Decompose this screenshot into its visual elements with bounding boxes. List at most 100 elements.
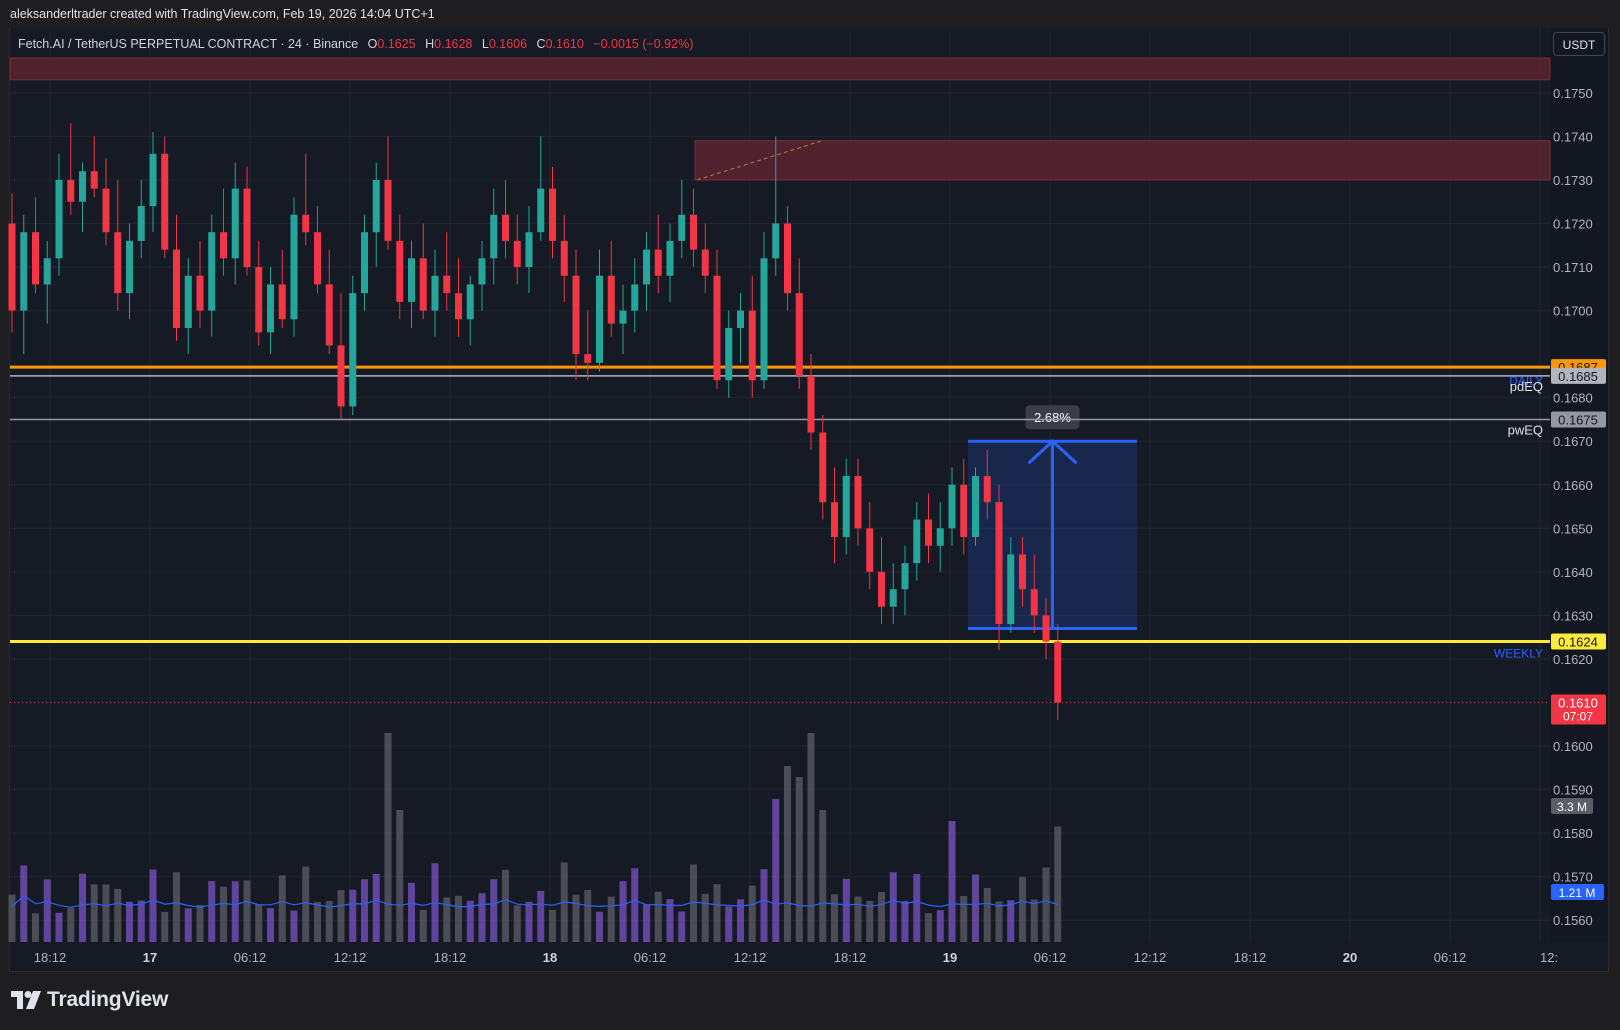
candle-body <box>243 188 251 268</box>
volume-bar <box>79 873 86 942</box>
price-tick-label: 0.1750 <box>1553 86 1593 101</box>
candle-body <box>525 232 533 268</box>
volume-bar <box>925 913 932 942</box>
price-tick-label: 0.1710 <box>1553 260 1593 275</box>
level-tag-text-pweq: 0.1675 <box>1558 412 1598 427</box>
candle-body <box>67 179 75 202</box>
candle-body <box>913 519 921 564</box>
candle-body <box>478 258 486 285</box>
volume-bar <box>337 890 345 942</box>
time-tick-label: 20 <box>1343 950 1357 965</box>
volume-bar <box>161 911 169 942</box>
candle-body <box>666 240 674 276</box>
volume-bar <box>584 890 592 942</box>
open-label: O <box>367 37 378 51</box>
change-value: −0.0015 (−0.92%) <box>593 37 694 51</box>
volume-bar <box>361 879 368 942</box>
time-tick-label: 18:12 <box>34 950 67 965</box>
volume-bar <box>619 881 627 942</box>
candle-body <box>8 223 16 311</box>
time-tick-label: 19 <box>943 950 957 965</box>
last-price-tag-bg <box>1551 694 1606 725</box>
candle-body <box>431 275 439 311</box>
volume-bar <box>220 886 227 942</box>
price-tick-label: 0.1580 <box>1553 826 1593 841</box>
volume-bar <box>443 897 451 942</box>
volume-bar <box>607 896 615 942</box>
candle-body <box>866 528 874 572</box>
candle-body <box>690 214 697 250</box>
candle-body <box>901 563 909 590</box>
volume-bar <box>1019 877 1026 942</box>
candle-body <box>572 275 580 355</box>
volume-bar <box>455 895 462 942</box>
volume-bar <box>760 869 768 942</box>
volume-bar <box>478 893 486 942</box>
volume-bar <box>831 894 838 942</box>
price-tick-label: 0.1680 <box>1553 391 1593 406</box>
volume-bar <box>690 864 697 942</box>
candle-body <box>443 275 451 294</box>
volume-bar <box>631 868 639 942</box>
volume-bar <box>983 887 991 942</box>
volume-bar <box>267 908 274 942</box>
level-tag-bg-weekly <box>1551 633 1606 650</box>
candle-body <box>737 310 744 328</box>
volume-bar <box>513 905 521 942</box>
volume-bar <box>90 884 98 942</box>
volume-ma-line <box>11 894 1058 908</box>
candle-body <box>290 214 298 320</box>
candle-body <box>1042 615 1050 642</box>
level-tag-text-pdeq: 0.1685 <box>1558 369 1598 384</box>
candle-body <box>596 275 603 363</box>
candle-body <box>396 240 404 302</box>
candle-body <box>1030 589 1038 616</box>
volume-bar <box>396 810 404 942</box>
candle-body <box>267 284 274 333</box>
candle-body <box>372 179 380 233</box>
candle-body <box>960 484 968 538</box>
high-label: H <box>425 37 435 51</box>
candle-body <box>631 284 639 311</box>
candle-body <box>126 240 133 294</box>
volume-bar <box>878 891 885 942</box>
daily-level-label: DAILY <box>1509 374 1543 388</box>
volume-bar <box>948 821 956 942</box>
candle-body <box>584 354 592 363</box>
candle-body <box>678 214 686 241</box>
candle-body <box>161 153 169 250</box>
pweq-level-label: pwEQ <box>1508 422 1543 437</box>
candle-body <box>325 284 333 346</box>
candle-body <box>79 171 86 202</box>
open-value: 0.1625 <box>377 37 416 51</box>
volume-bar <box>490 879 498 942</box>
volume-bar <box>842 878 850 942</box>
candle-body <box>513 240 521 268</box>
candle-body <box>795 293 803 376</box>
level-tag-bg-pweq <box>1551 411 1606 428</box>
candle-body <box>925 519 932 546</box>
volume-bar <box>196 904 204 942</box>
volume-bar <box>102 884 110 942</box>
candle-body <box>842 476 850 538</box>
symbol-title[interactable]: Fetch.AI / TetherUS PERPETUAL CONTRACT ·… <box>18 37 359 51</box>
candle-body <box>831 502 838 538</box>
volume-bar <box>8 894 16 942</box>
level-tag-text-weekly: 0.1624 <box>1558 635 1598 650</box>
tradingview-logo[interactable]: TradingView <box>11 988 168 1012</box>
volume-bar <box>995 901 1003 942</box>
price-tick-label: 0.1560 <box>1553 913 1593 928</box>
candle-body <box>55 179 63 259</box>
candle-body <box>149 153 157 207</box>
volume-bar <box>713 884 721 942</box>
candle-body <box>936 528 944 546</box>
candle-body <box>560 240 568 276</box>
last-price-tag-value: 0.1610 <box>1558 695 1598 710</box>
candle-body <box>43 258 51 285</box>
currency-button[interactable]: USDT <box>1553 32 1605 56</box>
volume-bar <box>666 899 674 942</box>
volume-bar <box>549 910 556 942</box>
symbol-legend: Fetch.AI / TetherUS PERPETUAL CONTRACT ·… <box>18 35 693 53</box>
candle-body <box>619 310 627 324</box>
